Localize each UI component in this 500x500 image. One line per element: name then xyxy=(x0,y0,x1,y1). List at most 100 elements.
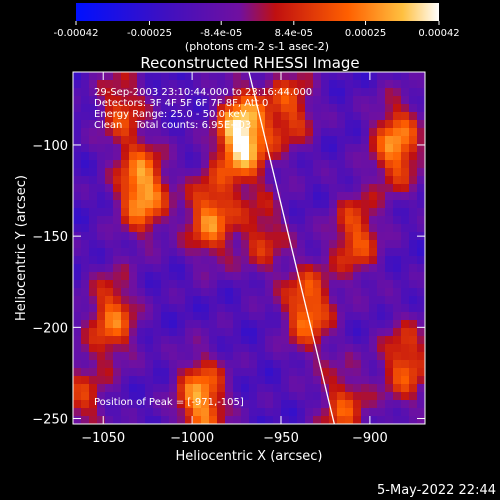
heatmap-cell xyxy=(329,160,338,169)
heatmap-cell xyxy=(129,328,138,337)
heatmap-cell xyxy=(369,192,378,201)
heatmap-cell xyxy=(369,128,378,137)
heatmap-cell xyxy=(417,176,425,185)
heatmap-cell xyxy=(345,360,354,369)
heatmap-cell xyxy=(401,312,410,321)
heatmap-cell xyxy=(201,144,210,153)
heatmap-cell xyxy=(409,352,418,361)
heatmap-cell xyxy=(297,224,306,233)
heatmap-cell xyxy=(233,216,242,225)
heatmap-cell xyxy=(201,264,210,273)
heatmap-cell xyxy=(89,96,98,105)
heatmap-cell xyxy=(321,208,330,217)
heatmap-cell xyxy=(145,312,154,321)
heatmap-cell xyxy=(273,408,282,417)
heatmap-cell xyxy=(273,256,282,265)
heatmap-cell xyxy=(161,128,170,137)
heatmap-cell xyxy=(209,216,218,225)
heatmap-cell xyxy=(281,224,290,233)
heatmap-cell xyxy=(337,184,346,193)
heatmap-cell xyxy=(385,408,394,417)
heatmap-cell xyxy=(257,80,266,89)
heatmap-cell xyxy=(193,184,202,193)
heatmap-cell xyxy=(345,88,354,97)
heatmap-cell xyxy=(225,200,234,209)
heatmap-cell xyxy=(169,248,178,257)
heatmap-cell xyxy=(177,264,186,273)
heatmap-cell xyxy=(201,184,210,193)
heatmap-cell xyxy=(313,408,322,417)
heatmap-cell xyxy=(385,296,394,305)
heatmap-cell xyxy=(241,320,250,329)
heatmap-cell xyxy=(265,312,274,321)
heatmap-cell xyxy=(137,216,146,225)
heatmap-cell xyxy=(321,96,330,105)
heatmap-cell xyxy=(369,368,378,377)
heatmap-cell xyxy=(361,144,370,153)
y-tick-label: −100 xyxy=(32,139,68,154)
heatmap-cell xyxy=(313,200,322,209)
heatmap-cell xyxy=(153,368,162,377)
heatmap-cell xyxy=(329,296,338,305)
heatmap-cell xyxy=(145,192,154,201)
heatmap-cell xyxy=(217,352,226,361)
heatmap-cell xyxy=(233,128,242,137)
heatmap-cell xyxy=(153,352,162,361)
heatmap-cell xyxy=(321,160,330,169)
heatmap-cell xyxy=(169,352,178,361)
heatmap-cell xyxy=(337,352,346,361)
heatmap-cell xyxy=(225,368,234,377)
heatmap-cell xyxy=(329,248,338,257)
heatmap-cell xyxy=(193,192,202,201)
heatmap-cell xyxy=(377,96,386,105)
heatmap-cell xyxy=(345,256,354,265)
heatmap-cell xyxy=(289,304,298,313)
heatmap-cell xyxy=(257,280,266,289)
heatmap-cell xyxy=(393,160,402,169)
heatmap-cell xyxy=(201,344,210,353)
heatmap-cell xyxy=(193,80,202,89)
heatmap-cell xyxy=(137,232,146,241)
heatmap-cell xyxy=(329,120,338,129)
heatmap-cell xyxy=(73,152,82,161)
heatmap-cell xyxy=(353,176,362,185)
heatmap-cell xyxy=(121,312,130,321)
heatmap-cell xyxy=(121,160,130,169)
heatmap-cell xyxy=(377,80,386,89)
heatmap-cell xyxy=(81,240,90,249)
heatmap-cell xyxy=(297,392,306,401)
heatmap-cell xyxy=(273,360,282,369)
heatmap-cell xyxy=(361,312,370,321)
heatmap-cell xyxy=(137,392,146,401)
heatmap-cell xyxy=(273,296,282,305)
heatmap-cell xyxy=(241,80,250,89)
heatmap-cell xyxy=(161,144,170,153)
heatmap-cell xyxy=(217,160,226,169)
heatmap-cell xyxy=(401,336,410,345)
heatmap-cell xyxy=(273,112,282,121)
heatmap-cell xyxy=(225,120,234,129)
heatmap-cell xyxy=(313,288,322,297)
heatmap-cell xyxy=(105,296,114,305)
heatmap-cell xyxy=(193,408,202,417)
heatmap-cell xyxy=(281,72,290,81)
heatmap-cell xyxy=(417,328,425,337)
heatmap-cell xyxy=(153,264,162,273)
heatmap-cell xyxy=(73,112,82,121)
heatmap-cell xyxy=(321,216,330,225)
heatmap-cell xyxy=(233,136,242,145)
heatmap-cell xyxy=(377,112,386,121)
heatmap-cell xyxy=(249,136,258,145)
heatmap-cell xyxy=(73,256,82,265)
heatmap-cell xyxy=(81,104,90,113)
heatmap-cell xyxy=(241,144,250,153)
heatmap-cell xyxy=(377,392,386,401)
heatmap-cell xyxy=(185,200,194,209)
heatmap-cell xyxy=(273,416,282,424)
heatmap-cell xyxy=(329,192,338,201)
heatmap-cell xyxy=(257,240,266,249)
heatmap-cell xyxy=(105,80,114,89)
heatmap-cell xyxy=(97,248,106,257)
heatmap-cell xyxy=(217,176,226,185)
heatmap-cell xyxy=(113,256,122,265)
